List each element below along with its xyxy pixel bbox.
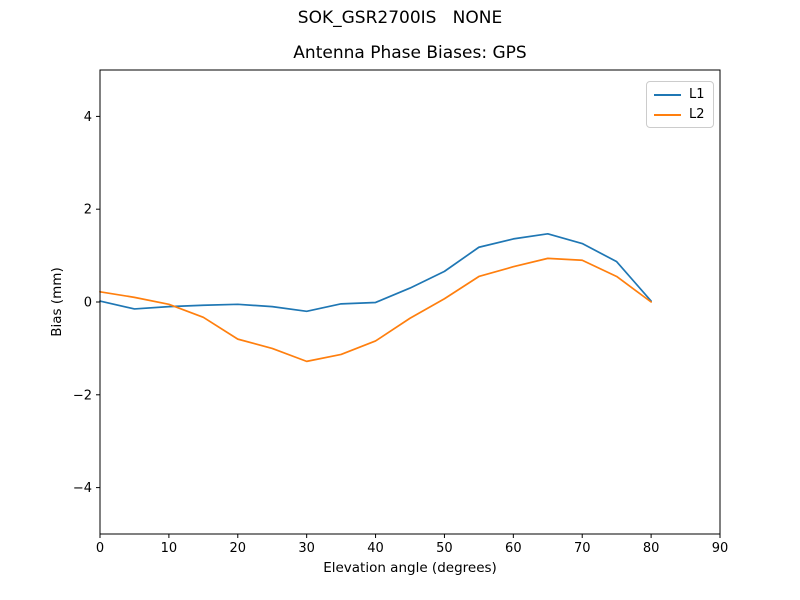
legend-item-l2: L2 [654, 108, 707, 121]
svg-text:4: 4 [84, 110, 92, 125]
svg-text:50: 50 [436, 541, 453, 556]
svg-text:60: 60 [505, 541, 522, 556]
svg-text:−2: −2 [73, 388, 92, 403]
chart-title: Antenna Phase Biases: GPS [293, 43, 527, 63]
y-axis-label: Bias (mm) [49, 267, 65, 337]
svg-text:−4: −4 [73, 481, 92, 496]
svg-text:20: 20 [230, 541, 247, 556]
chart-suptitle: SOK_GSR2700IS NONE [297, 8, 503, 28]
svg-text:2: 2 [84, 203, 92, 218]
legend-item-l1: L1 [654, 88, 707, 101]
x-axis-label: Elevation angle (degrees) [323, 560, 497, 576]
legend-label-l2: L2 [689, 107, 705, 122]
svg-text:0: 0 [84, 296, 92, 311]
svg-text:90: 90 [712, 541, 729, 556]
legend: L1 L2 [646, 81, 714, 128]
legend-line-sample-l1 [654, 93, 681, 96]
svg-text:0: 0 [96, 541, 104, 556]
svg-text:40: 40 [367, 541, 384, 556]
legend-line-sample-l2 [654, 113, 681, 116]
svg-text:30: 30 [298, 541, 315, 556]
svg-text:70: 70 [574, 541, 591, 556]
svg-text:80: 80 [643, 541, 660, 556]
svg-text:10: 10 [161, 541, 178, 556]
legend-label-l1: L1 [689, 87, 705, 102]
